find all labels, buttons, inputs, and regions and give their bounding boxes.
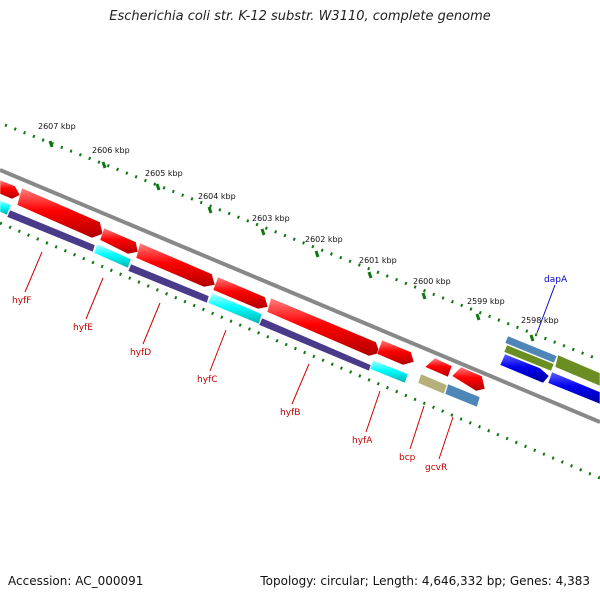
tick-label: 2603 kbp [252,214,290,223]
gene-label-hyfE: hyfE [73,323,93,333]
tick-label: 2607 kbp [38,122,76,131]
gene-feature [135,242,216,288]
tick-label: 2606 kbp [92,146,130,155]
gene-feature [93,243,132,269]
tick-label: 2599 kbp [467,297,505,306]
gene-feature [16,187,104,239]
gene-label-hyfB: hyfB [280,408,300,418]
gene-feature [6,209,96,253]
gene-feature [424,357,453,378]
tick-label: 2598 kbp [521,316,559,325]
gene-feature [99,227,139,255]
gene-feature [547,371,600,405]
gene-feature [0,199,12,216]
gene-feature [376,339,415,366]
gene-label-hyfC: hyfC [197,375,217,385]
gene-feature [258,317,372,372]
gene-labels: hyfF hyfE hyfD hyfC hyfB hyfA bcp gcvR d… [12,275,568,473]
major-ticks [48,140,535,342]
tick-label: 2604 kbp [198,192,236,201]
gene-label-dapA: dapA [544,275,568,285]
gene-label-hyfA: hyfA [352,436,373,446]
gene-feature [451,366,486,392]
accession-text: Accession: AC_000091 [8,574,144,588]
label-leaders [24,251,454,460]
gene-label-bcp: bcp [399,453,416,463]
label-leader-dapA [536,284,556,334]
gene-label-gcvR: gcvR [425,463,447,473]
tick-label: 2602 kbp [305,235,343,244]
cds-track [0,179,486,392]
tick-label: 2601 kbp [359,256,397,265]
gene-feature [417,373,448,395]
gene-label-hyfD: hyfD [130,348,151,358]
tick-label: 2600 kbp [413,277,451,286]
gene-feature [207,292,263,325]
genome-stats-text: Topology: circular; Length: 4,646,332 bp… [260,574,590,588]
gene-feature [444,383,481,408]
gene-feature [503,344,555,372]
tick-label: 2605 kbp [145,169,183,178]
feature-track-3 [417,335,600,408]
map-title: Escherichia coli str. K-12 substr. W3110… [109,9,491,24]
gene-feature [499,353,550,384]
gene-feature [554,354,600,387]
gene-feature [0,179,21,200]
tick-labels: 2607 kbp 2606 kbp 2605 kbp 2604 kbp 2603… [38,122,559,325]
gene-label-hyfF: hyfF [12,296,31,306]
gene-feature [127,263,210,304]
genome-backbone [0,168,600,424]
gene-feature [212,276,269,310]
gene-feature [369,359,409,384]
gene-feature [266,297,381,357]
gene-feature [504,335,558,364]
feature-track-2 [0,199,409,384]
